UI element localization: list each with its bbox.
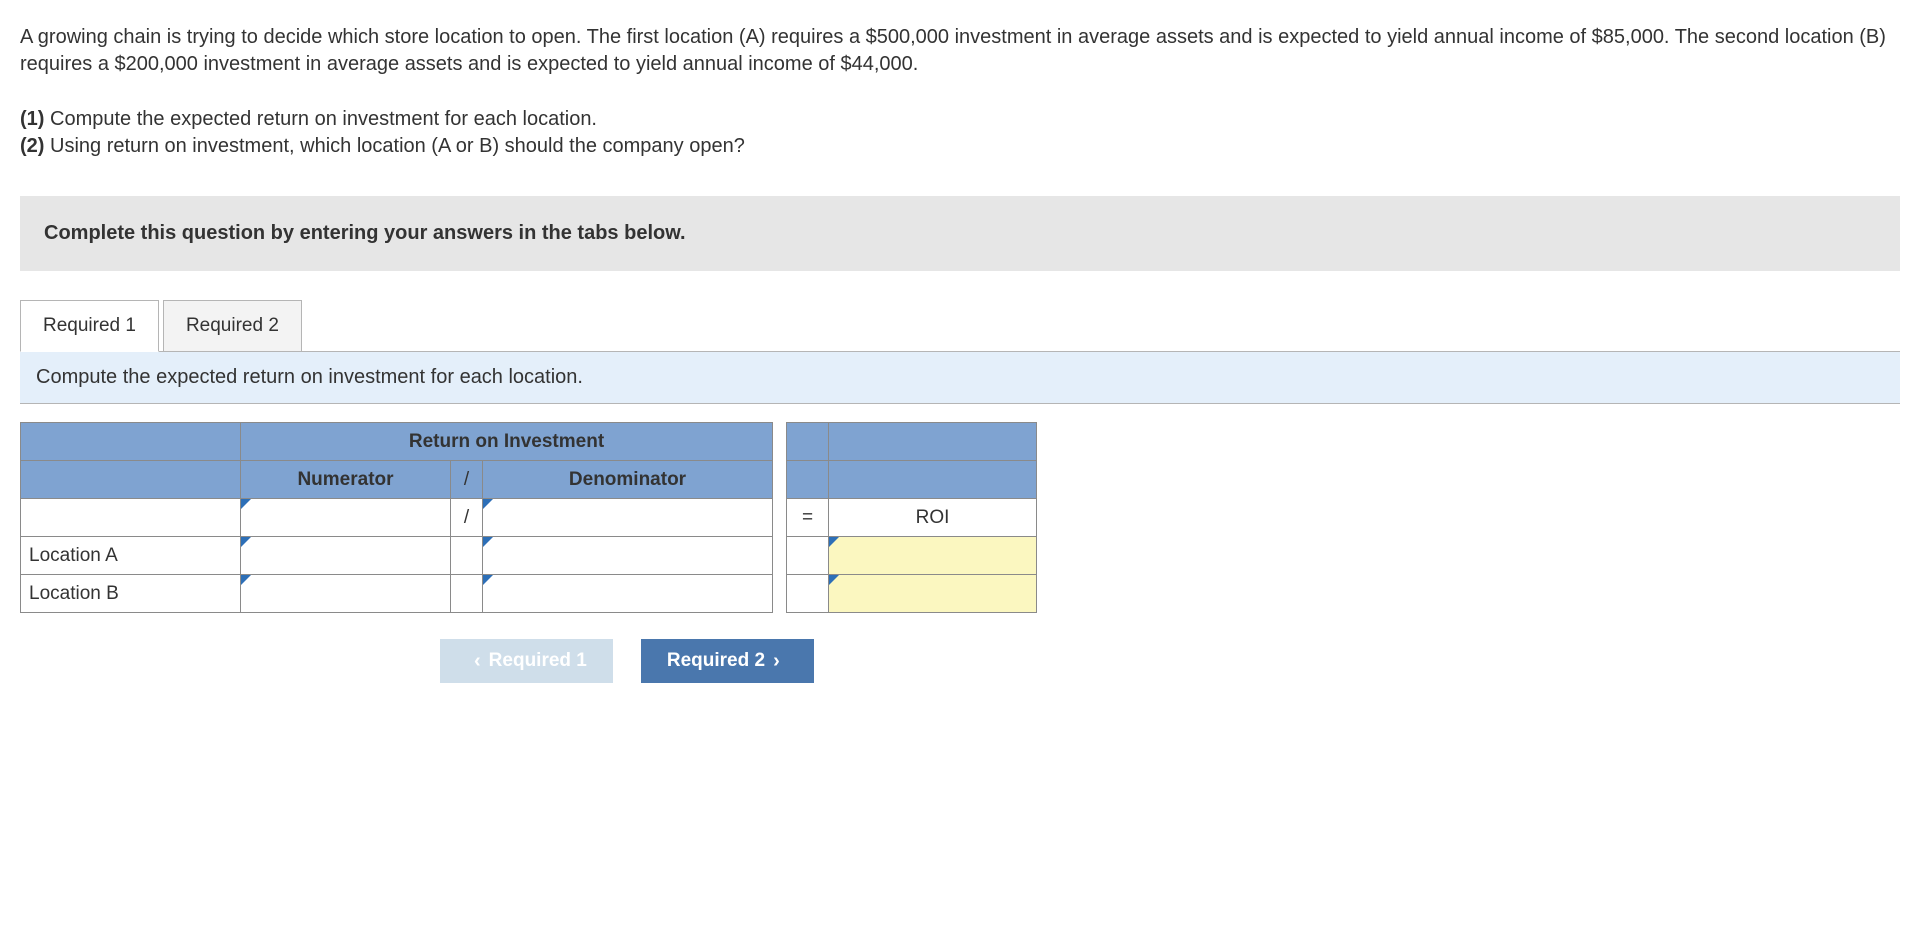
gap <box>773 461 787 499</box>
row-a-numerator-input[interactable] <box>241 537 451 575</box>
next-label: Required 2 <box>667 650 765 672</box>
gap <box>773 537 787 575</box>
prev-button[interactable]: ‹ Required 1 <box>440 639 613 683</box>
question-list: (1) Compute the expected return on inves… <box>20 106 1900 160</box>
q1-number: (1) <box>20 108 44 130</box>
chevron-right-icon: › <box>765 650 788 673</box>
row0-denominator-input[interactable] <box>483 499 773 537</box>
gap <box>773 575 787 613</box>
tab-required-1[interactable]: Required 1 <box>20 300 159 352</box>
hdr-blank-1 <box>21 423 241 461</box>
gap <box>773 423 787 461</box>
row0-equals: = <box>787 499 829 537</box>
row-b-numerator-input[interactable] <box>241 575 451 613</box>
row-a-equals <box>787 537 829 575</box>
row-a-slash <box>451 537 483 575</box>
hdr-blank-eq2 <box>787 461 829 499</box>
q2-text: Using return on investment, which locati… <box>44 135 744 157</box>
row-b-denominator-input[interactable] <box>483 575 773 613</box>
hdr-blank-roi <box>829 423 1037 461</box>
row-b-equals <box>787 575 829 613</box>
q1-text: Compute the expected return on investmen… <box>44 108 597 130</box>
prev-label: Required 1 <box>489 650 587 672</box>
hdr-title: Return on Investment <box>241 423 773 461</box>
hdr-blank-roi2 <box>829 461 1037 499</box>
hdr-blank-2 <box>21 461 241 499</box>
nav-row: ‹ Required 1 Required 2 › <box>440 639 1900 683</box>
problem-statement: A growing chain is trying to decide whic… <box>20 24 1900 78</box>
q2-number: (2) <box>20 135 44 157</box>
row-a-denominator-input[interactable] <box>483 537 773 575</box>
row0-slash: / <box>451 499 483 537</box>
gap <box>773 499 787 537</box>
row0-label <box>21 499 241 537</box>
row-a-label: Location A <box>21 537 241 575</box>
row0-numerator-input[interactable] <box>241 499 451 537</box>
row-b-label: Location B <box>21 575 241 613</box>
chevron-left-icon: ‹ <box>466 650 489 673</box>
instruction-bar: Complete this question by entering your … <box>20 196 1900 271</box>
hdr-denominator: Denominator <box>483 461 773 499</box>
next-button[interactable]: Required 2 › <box>641 639 814 683</box>
row0-roi-label: ROI <box>829 499 1037 537</box>
row-b-roi-input[interactable] <box>829 575 1037 613</box>
hdr-blank-eq <box>787 423 829 461</box>
row-b-slash <box>451 575 483 613</box>
hdr-slash-1: / <box>451 461 483 499</box>
tab-required-2[interactable]: Required 2 <box>163 300 302 352</box>
hdr-numerator: Numerator <box>241 461 451 499</box>
tab-prompt: Compute the expected return on investmen… <box>20 351 1900 404</box>
row-a-roi-input[interactable] <box>829 537 1037 575</box>
tabs-row: Required 1 Required 2 <box>20 299 1900 351</box>
roi-table: Return on Investment Numerator / Denomin… <box>20 422 1037 613</box>
